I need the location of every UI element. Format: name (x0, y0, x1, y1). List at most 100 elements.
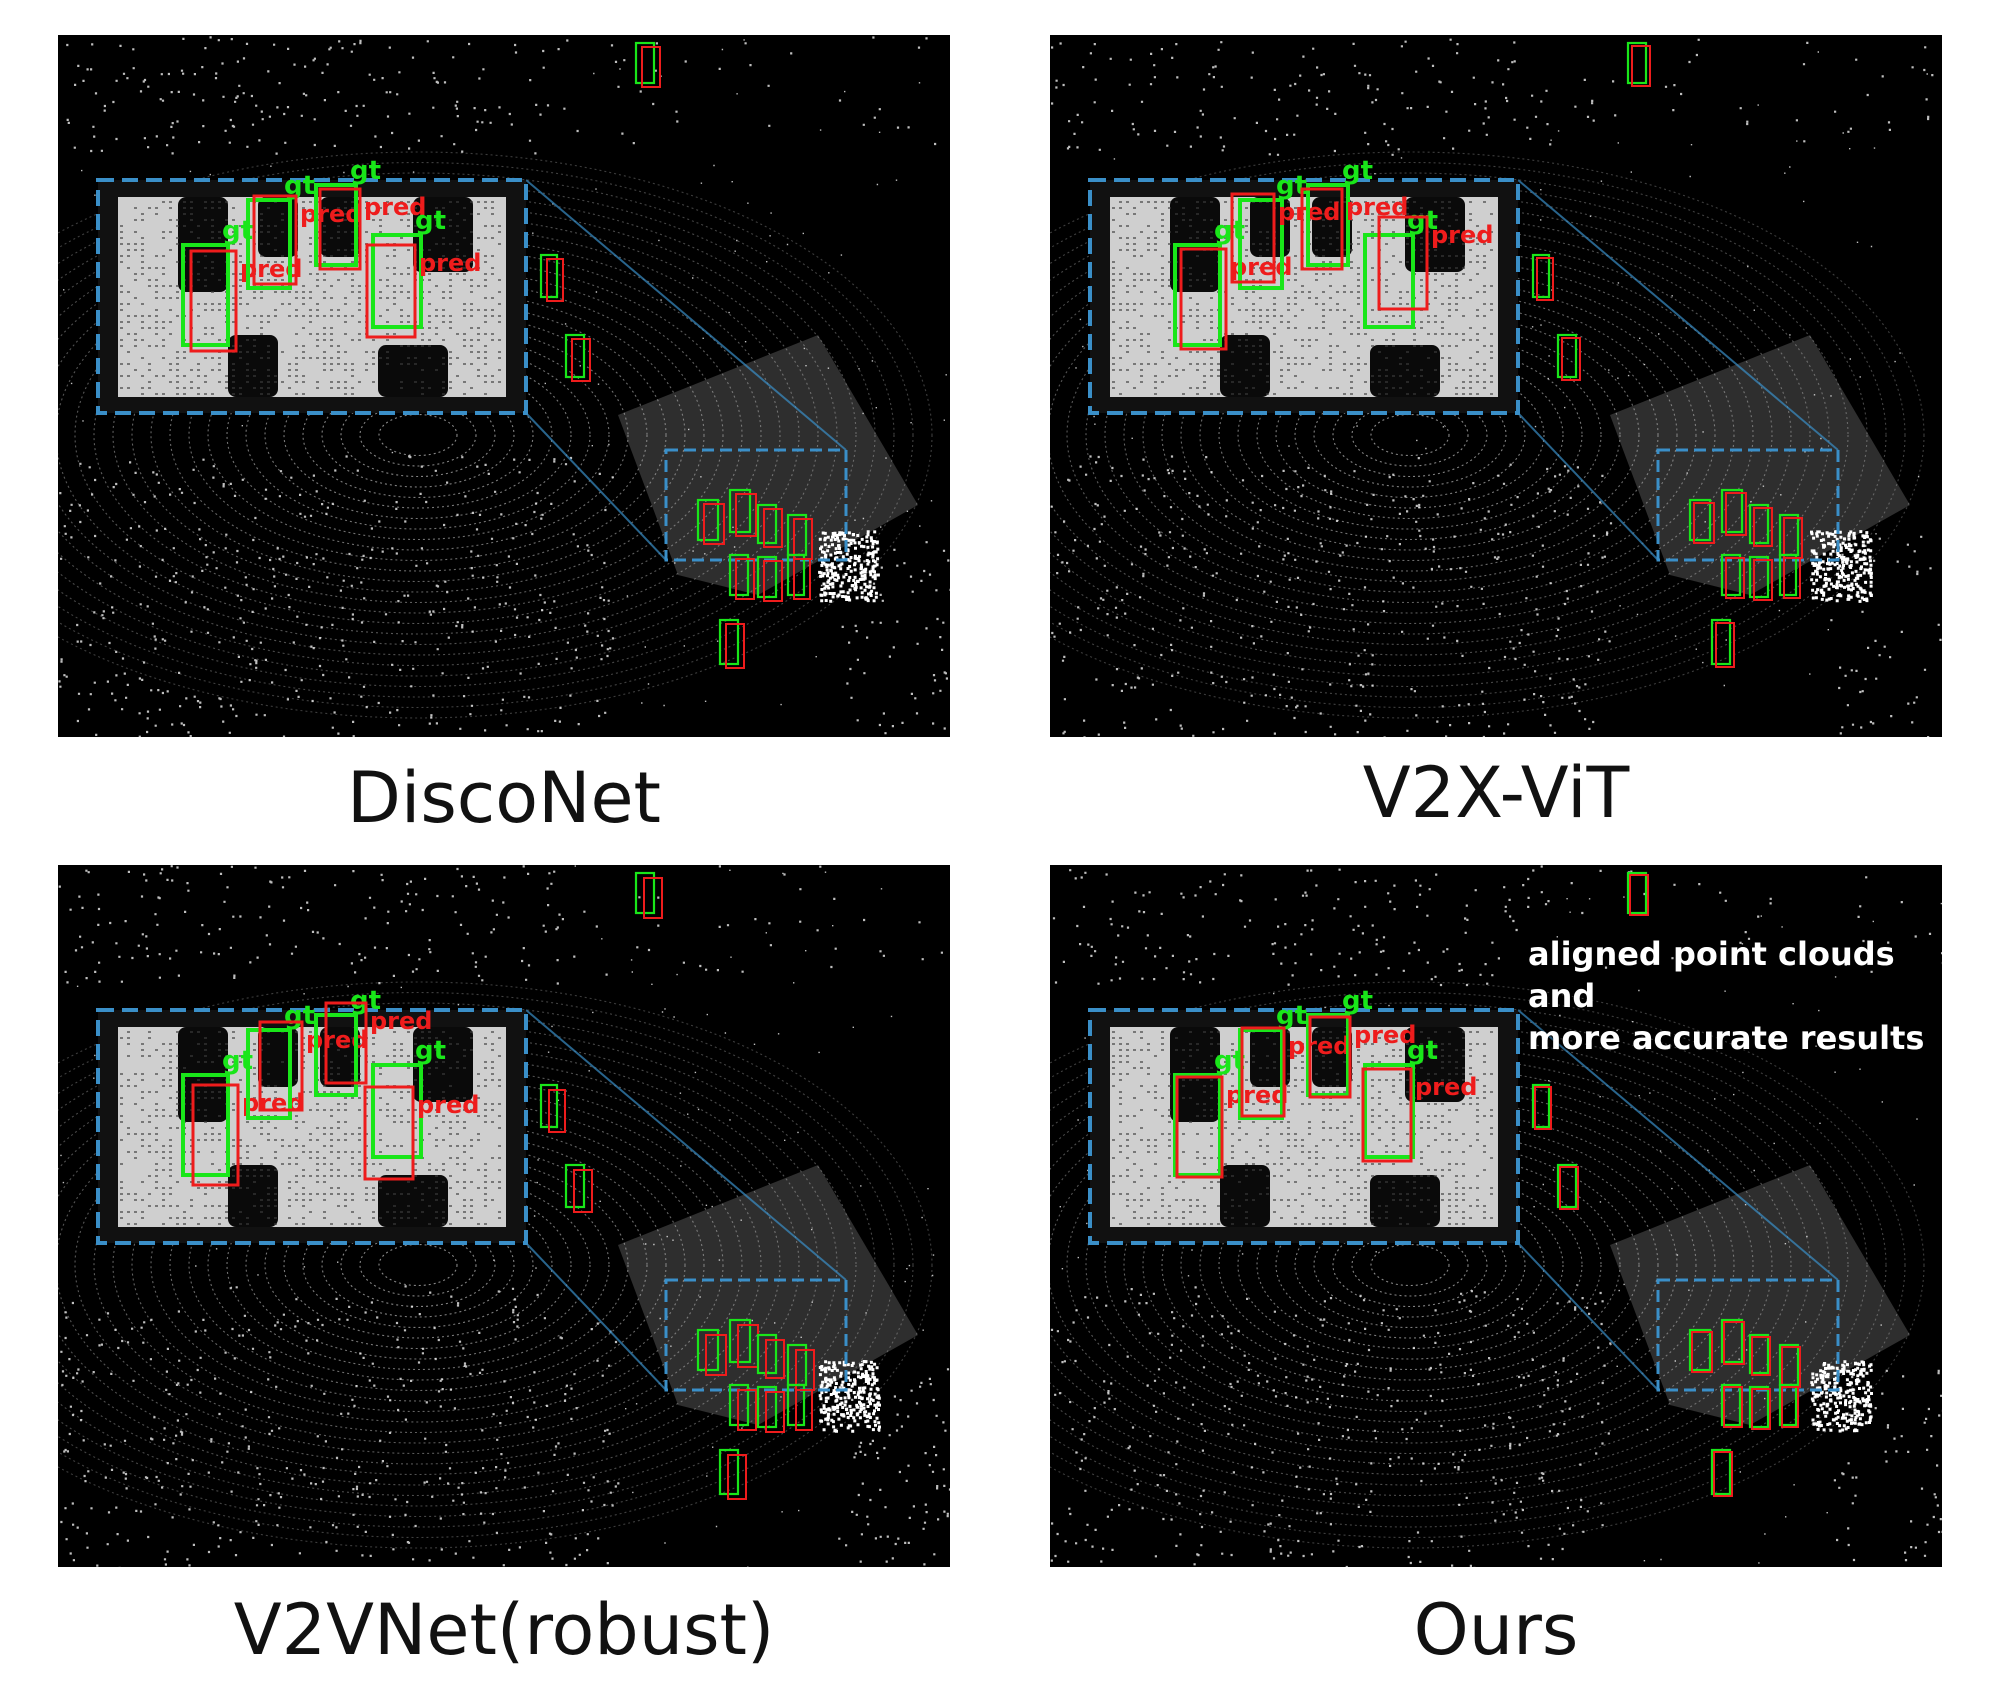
pred-box (363, 1085, 415, 1181)
gt-box (314, 183, 358, 267)
pred-label: pred (1354, 1021, 1416, 1049)
gt-box-small (1748, 503, 1770, 545)
pred-box (1175, 1075, 1224, 1179)
gt-box (371, 233, 423, 329)
pred-label: pred (300, 200, 362, 228)
gt-label: gt (284, 1001, 315, 1031)
pred-box (189, 249, 238, 353)
gt-label: gt (1407, 206, 1438, 236)
gt-box (1173, 243, 1222, 347)
gt-box (1306, 1013, 1350, 1097)
gt-label: gt (415, 206, 446, 236)
pred-box-small (1559, 1166, 1579, 1210)
zoom-connector-line (525, 412, 667, 561)
gt-box (246, 1028, 292, 1120)
zoom-source-box (664, 448, 848, 562)
pred-box-small (703, 503, 725, 545)
caption-ours: Ours (1413, 1589, 1579, 1671)
gt-box-small (1688, 498, 1712, 542)
pred-box-small (735, 558, 755, 600)
pred-box-small (1691, 1331, 1713, 1373)
pred-box (1377, 215, 1429, 311)
zoom-region (525, 1009, 848, 1392)
pred-box-small (705, 1334, 727, 1376)
gt-box (1306, 183, 1350, 267)
pred-box (365, 243, 417, 339)
pred-box-small (1534, 1086, 1552, 1130)
inset-point-grain (120, 201, 501, 395)
pred-box (1240, 1026, 1286, 1118)
pred-label: pred (1431, 221, 1493, 249)
gt-box (1173, 1073, 1222, 1177)
gt-box-small (696, 1328, 720, 1372)
gt-box-small (1688, 1328, 1712, 1372)
panel-ours: gt pred gt pred gt pred gt pred aligned point c… (1050, 865, 1942, 1567)
gt-box (181, 243, 230, 347)
zoom-region (525, 179, 848, 562)
pred-label: pred (1288, 1032, 1350, 1060)
pred-label: pred (1226, 1081, 1288, 1109)
pred-box-small (1723, 1321, 1745, 1365)
gt-box-small (1710, 1448, 1732, 1496)
gt-box-small (728, 1318, 752, 1364)
pred-box-small (546, 258, 564, 302)
pred-box-small (573, 1169, 593, 1213)
gt-box-small (539, 253, 559, 299)
pred-box (1308, 1015, 1352, 1099)
pred-box-small (763, 560, 783, 602)
pred-label: pred (242, 1089, 304, 1117)
pred-box (258, 1020, 304, 1112)
gt-box (1238, 1028, 1284, 1120)
pred-box-small (1781, 1386, 1799, 1428)
pred-box (252, 194, 298, 286)
pred-box-small (1536, 257, 1554, 301)
zoom-region (1517, 179, 1840, 562)
pred-box-small (793, 558, 811, 600)
gt-box-small (1710, 618, 1732, 666)
annotation-text: aligned point clouds and more accurate r… (1528, 935, 1925, 1057)
gt-box-small (756, 555, 778, 599)
pred-box-small (795, 1389, 813, 1431)
pred-box-small (765, 1391, 785, 1433)
gt-box (1363, 1063, 1415, 1159)
pred-box-small (1715, 622, 1735, 668)
gt-box-small (1778, 553, 1798, 597)
pred-box (1179, 247, 1228, 351)
gt-box-small (634, 41, 656, 85)
pred-box (324, 1001, 368, 1085)
gt-box-small (728, 553, 750, 597)
gt-box-small (728, 488, 752, 534)
gt-label: gt (415, 1036, 446, 1066)
gt-box-small (1531, 1083, 1551, 1129)
gt-box-small (718, 618, 740, 666)
gt-box (246, 198, 292, 290)
zoom-connector-line (1517, 1009, 1839, 1281)
panel-v2x-vit: gt pred gt pred gt pred gt pred (1050, 35, 1942, 737)
gt-box (1238, 198, 1284, 290)
pred-label: pred (417, 1091, 479, 1119)
gt-box-small (1556, 333, 1578, 379)
gt-box-small (1626, 41, 1648, 85)
gt-box (371, 1063, 423, 1159)
pred-box-small (735, 493, 757, 537)
gt-box-small (564, 333, 586, 379)
point-cloud (58, 865, 950, 1567)
gt-label: gt (1407, 1036, 1438, 1066)
pred-box-small (765, 1339, 785, 1379)
gt-box-small (1531, 253, 1551, 299)
gt-box-small (1720, 1318, 1744, 1364)
zoom-source-box (1656, 1278, 1840, 1392)
gt-box-small (1748, 1385, 1770, 1429)
pred-box-small (548, 1089, 566, 1133)
pred-box-small (1753, 559, 1773, 601)
inset-shadow (1312, 1027, 1352, 1087)
panel-disconet: gt pred gt pred gt pred gt pred (58, 35, 950, 737)
zoom-connector-line (525, 1242, 667, 1391)
point-cloud (1050, 865, 1942, 1567)
